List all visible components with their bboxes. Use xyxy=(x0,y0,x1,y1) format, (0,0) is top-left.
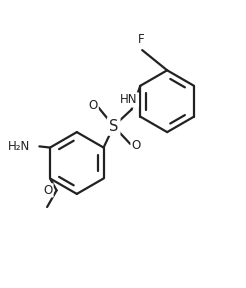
Text: O: O xyxy=(44,184,53,197)
Text: O: O xyxy=(88,99,98,113)
Text: F: F xyxy=(138,33,144,46)
Text: S: S xyxy=(109,119,118,134)
Text: HN: HN xyxy=(120,93,138,107)
Text: O: O xyxy=(132,139,141,152)
Text: H₂N: H₂N xyxy=(8,140,30,153)
